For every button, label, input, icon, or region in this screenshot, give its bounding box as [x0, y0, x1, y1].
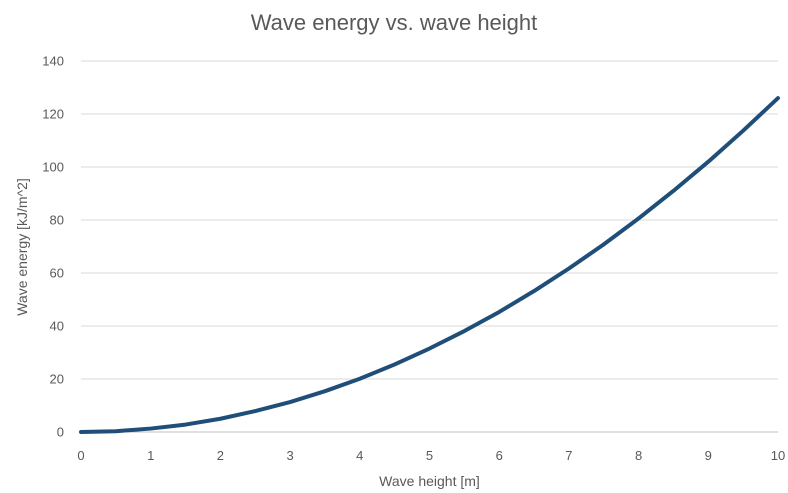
y-tick-label: 0 — [57, 425, 64, 440]
data-point — [220, 418, 221, 419]
y-tick-label: 140 — [42, 54, 64, 69]
x-tick-label: 4 — [356, 448, 363, 463]
y-tick-label: 60 — [50, 266, 64, 281]
x-tick-label: 6 — [496, 448, 503, 463]
x-tick-label: 1 — [147, 448, 154, 463]
data-point — [568, 268, 569, 269]
y-axis-ticks: 0 20 40 60 80 100 120 140 — [42, 54, 64, 440]
x-axis-title: Wave height [m] — [379, 473, 480, 489]
x-tick-label: 10 — [771, 448, 785, 463]
x-axis-ticks: 0 1 2 3 4 5 6 7 8 9 10 — [77, 448, 785, 463]
data-point — [778, 98, 779, 99]
x-tick-label: 3 — [286, 448, 293, 463]
data-point — [743, 130, 744, 131]
data-point — [290, 402, 291, 403]
data-point — [324, 391, 325, 392]
series-layer — [79, 96, 780, 434]
x-tick-label: 8 — [635, 448, 642, 463]
chart-title: Wave energy vs. wave height — [251, 10, 538, 35]
series-line-0 — [79, 96, 780, 434]
data-point — [359, 378, 360, 379]
y-tick-label: 100 — [42, 160, 64, 175]
data-point — [81, 432, 82, 433]
gridlines — [81, 60, 778, 433]
x-tick-label: 2 — [217, 448, 224, 463]
data-point — [394, 364, 395, 365]
y-tick-label: 120 — [42, 107, 64, 122]
y-tick-label: 40 — [50, 319, 64, 334]
y-axis-title: Wave energy [kJ/m^2] — [14, 178, 30, 316]
data-point — [499, 311, 500, 312]
data-point — [708, 161, 709, 162]
x-tick-label: 7 — [565, 448, 572, 463]
y-tick-label: 20 — [50, 372, 64, 387]
data-point — [638, 218, 639, 219]
data-point — [534, 291, 535, 292]
data-point — [429, 348, 430, 349]
x-tick-label: 9 — [705, 448, 712, 463]
data-point — [464, 331, 465, 332]
x-tick-label: 0 — [77, 448, 84, 463]
data-point — [185, 424, 186, 425]
data-point — [673, 190, 674, 191]
data-point — [150, 428, 151, 429]
data-point — [603, 244, 604, 245]
data-point — [115, 431, 116, 432]
data-point — [255, 411, 256, 412]
x-tick-label: 5 — [426, 448, 433, 463]
y-tick-label: 80 — [50, 213, 64, 228]
